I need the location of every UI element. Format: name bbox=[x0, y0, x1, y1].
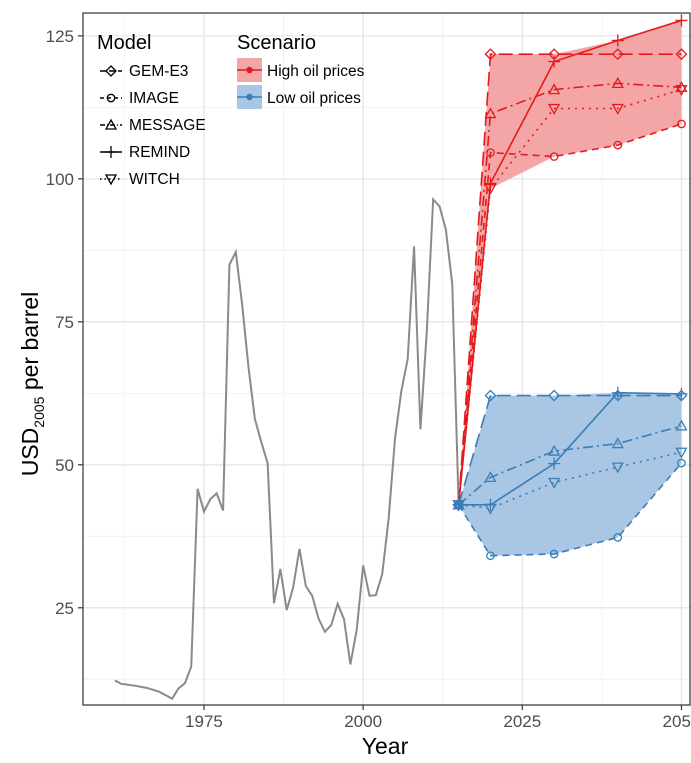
low-price-ribbon bbox=[458, 392, 682, 556]
data-point-high-message bbox=[548, 83, 561, 95]
data-point-high-gem-e3 bbox=[675, 48, 688, 61]
data-point-low-image bbox=[613, 533, 623, 542]
legend-model-keys bbox=[100, 65, 122, 186]
historical-line bbox=[114, 197, 460, 701]
legend-model-key-marker bbox=[106, 93, 116, 103]
x-axis-title: Year bbox=[362, 733, 409, 759]
data-point-low-message bbox=[548, 444, 561, 456]
legend-model-label: WITCH bbox=[129, 171, 180, 188]
data-point-high-gem-e3 bbox=[611, 48, 624, 61]
data-point-low-witch bbox=[548, 477, 561, 489]
legend-scenario-title: Scenario bbox=[237, 32, 316, 54]
data-point-high-remind bbox=[675, 14, 688, 27]
y-axis-title: USD2005 per barrel bbox=[17, 292, 47, 477]
data-point-low-witch bbox=[484, 503, 497, 515]
data-point-high-witch bbox=[548, 103, 561, 115]
data-point-high-message bbox=[675, 81, 688, 92]
plot-border bbox=[82, 12, 691, 706]
y-tick-label: 125 bbox=[46, 27, 74, 46]
legend-model-label: GEM-E3 bbox=[129, 63, 188, 80]
data-point-high-remind bbox=[484, 177, 497, 190]
x-tick-label: 1975 bbox=[185, 712, 223, 731]
series-low-message bbox=[452, 419, 688, 510]
data-point-high-image bbox=[677, 119, 686, 129]
y-tick-label: 100 bbox=[46, 170, 74, 189]
data-point-high-message bbox=[611, 77, 624, 88]
y-axis-title-main: USD bbox=[17, 428, 43, 477]
grid bbox=[83, 13, 691, 705]
data-point-low-witch bbox=[675, 447, 688, 459]
data-point-low-gem-e3 bbox=[484, 389, 497, 402]
y-tick-label: 25 bbox=[55, 599, 74, 618]
legend-model-label: IMAGE bbox=[129, 90, 179, 107]
data-point-low-message bbox=[611, 437, 624, 449]
data-point-high-witch bbox=[611, 103, 624, 115]
series-line-high-gem-e3 bbox=[457, 53, 682, 505]
high-price-ribbon bbox=[458, 20, 682, 505]
data-point-low-witch bbox=[611, 462, 624, 474]
legend-model-label: MESSAGE bbox=[129, 117, 206, 134]
data-point-low-remind bbox=[611, 386, 624, 399]
data-point-low-remind bbox=[675, 387, 688, 400]
legend-model-title: Model bbox=[97, 32, 151, 54]
data-point-high-remind bbox=[548, 55, 561, 68]
data-point-low-message bbox=[675, 419, 688, 431]
data-point-low-gem-e3 bbox=[548, 389, 561, 402]
data-point-low-image bbox=[549, 549, 559, 559]
data-point-high-image bbox=[549, 152, 559, 161]
y-axis-title-rest: per barrel bbox=[17, 292, 43, 397]
legend-scenario-keys bbox=[237, 58, 262, 109]
series-line-low-witch bbox=[458, 451, 682, 510]
legend-model-key-marker bbox=[104, 174, 118, 186]
series-line-low-gem-e3 bbox=[457, 394, 682, 506]
legend-model-key-marker bbox=[105, 146, 117, 158]
series-line-low-image bbox=[457, 462, 683, 557]
data-point-high-witch bbox=[484, 183, 497, 195]
series-line-high-image bbox=[457, 123, 682, 505]
data-point-low-image bbox=[486, 551, 495, 561]
legend-model-label: REMIND bbox=[129, 144, 190, 161]
data-point-high-message bbox=[484, 107, 497, 119]
data-point-high-gem-e3 bbox=[484, 48, 497, 61]
data-point-low-remind bbox=[548, 457, 561, 470]
data-point-low-gem-e3 bbox=[611, 389, 624, 402]
x-tick-label: 2000 bbox=[344, 712, 382, 731]
series-low-witch bbox=[452, 447, 688, 515]
data-point-high-remind bbox=[611, 34, 624, 47]
x-tick-label: 2025 bbox=[503, 712, 541, 731]
data-point-low-witch bbox=[452, 500, 465, 512]
legend-scenario-dot bbox=[246, 66, 253, 74]
legend-scenario-label: Low oil prices bbox=[267, 90, 361, 107]
series-line-low-message bbox=[458, 425, 682, 506]
data-point-high-image bbox=[613, 140, 623, 150]
y-axis-title-sub: 2005 bbox=[31, 396, 47, 427]
y-tick-label: 75 bbox=[55, 313, 74, 332]
legend-scenario-dot bbox=[246, 93, 253, 101]
legend-model-key-marker bbox=[104, 118, 118, 130]
x-tick-label: 2050 bbox=[663, 712, 691, 731]
data-point-low-image bbox=[677, 458, 686, 468]
legend-scenario-label: High oil prices bbox=[267, 63, 365, 80]
data-point-high-witch bbox=[675, 84, 688, 96]
y-tick-label: 50 bbox=[55, 456, 74, 475]
data-point-high-image bbox=[486, 148, 495, 157]
series-line-high-message bbox=[457, 82, 682, 505]
legend-model-key-marker bbox=[105, 65, 117, 77]
data-point-low-message bbox=[484, 471, 497, 483]
series-line-high-witch bbox=[457, 88, 682, 505]
